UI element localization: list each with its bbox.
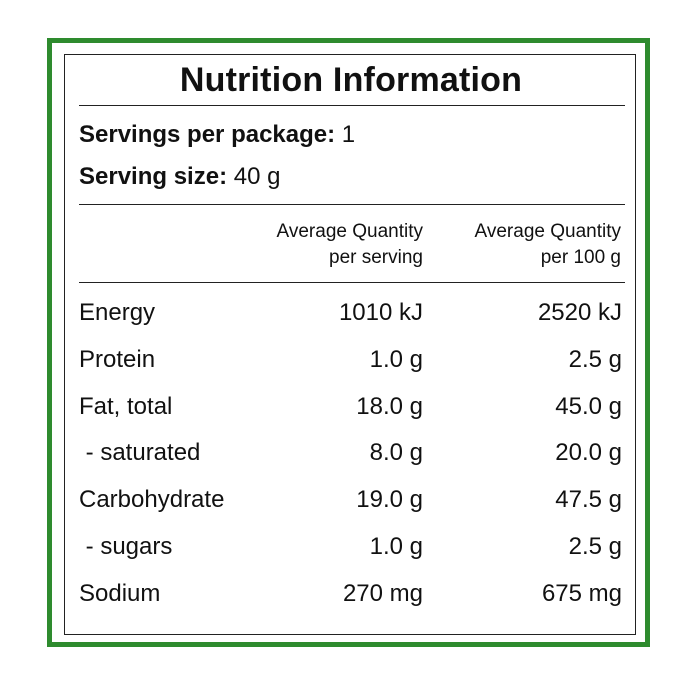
servings-label: Servings per package: bbox=[79, 121, 336, 148]
row-per-100g: 47.5 g bbox=[555, 486, 622, 513]
row-per-serving: 19.0 g bbox=[356, 486, 423, 513]
title-divider bbox=[79, 105, 625, 106]
row-per-100g: 675 mg bbox=[541, 580, 622, 607]
row-per-100g: 2.5 g bbox=[568, 346, 622, 373]
table-row-fat-total: Fat, total 18.0 g 45.0 g bbox=[65, 393, 637, 423]
serving-size-label: Serving size: bbox=[79, 163, 228, 190]
servings-value: 1 bbox=[341, 121, 356, 148]
row-name: - sugars bbox=[79, 533, 173, 560]
table-row-carbohydrate: Carbohydrate 19.0 g 47.5 g bbox=[65, 486, 637, 516]
row-name: Sodium bbox=[79, 580, 161, 607]
row-per-serving: 8.0 g bbox=[369, 439, 423, 466]
nutrition-panel: Nutrition Information Servings per packa… bbox=[64, 54, 636, 635]
header-divider bbox=[79, 204, 625, 205]
row-name: - saturated bbox=[79, 439, 201, 466]
table-row-sodium: Sodium 270 mg 675 mg bbox=[65, 580, 637, 610]
row-name: Carbohydrate bbox=[79, 486, 225, 513]
table-row-protein: Protein 1.0 g 2.5 g bbox=[65, 346, 637, 376]
row-name: Fat, total bbox=[79, 393, 173, 420]
column-header-per-100g-line2: per 100 g bbox=[540, 247, 621, 268]
serving-size-value: 40 g bbox=[233, 163, 281, 190]
servings-per-package: Servings per package: 1 bbox=[79, 121, 355, 149]
row-per-100g: 20.0 g bbox=[555, 439, 622, 466]
row-per-serving: 18.0 g bbox=[356, 393, 423, 420]
row-per-serving: 1010 kJ bbox=[338, 299, 423, 326]
row-name: Protein bbox=[79, 346, 156, 373]
serving-size: Serving size: 40 g bbox=[79, 163, 280, 191]
row-per-serving: 1.0 g bbox=[369, 346, 423, 373]
column-header-per-serving-line2: per serving bbox=[329, 247, 423, 268]
row-per-100g: 45.0 g bbox=[555, 393, 622, 420]
row-name: Energy bbox=[79, 299, 156, 326]
panel-title: Nutrition Information bbox=[179, 61, 523, 99]
column-header-per-serving: Average Quantity per serving bbox=[203, 219, 423, 271]
nutrition-panel-outer-border bbox=[47, 38, 650, 647]
column-header-divider bbox=[79, 282, 625, 283]
column-header-per-100g-line1: Average Quantity bbox=[474, 221, 621, 242]
row-per-100g: 2.5 g bbox=[568, 533, 622, 560]
row-per-serving: 1.0 g bbox=[369, 533, 423, 560]
row-per-serving: 270 mg bbox=[342, 580, 423, 607]
table-row-saturated: - saturated 8.0 g 20.0 g bbox=[65, 439, 637, 469]
row-per-100g: 2520 kJ bbox=[537, 299, 622, 326]
column-header-per-serving-line1: Average Quantity bbox=[276, 221, 423, 242]
table-row-energy: Energy 1010 kJ 2520 kJ bbox=[65, 299, 637, 329]
column-header-per-100g: Average Quantity per 100 g bbox=[401, 219, 621, 271]
table-row-sugars: - sugars 1.0 g 2.5 g bbox=[65, 533, 637, 563]
